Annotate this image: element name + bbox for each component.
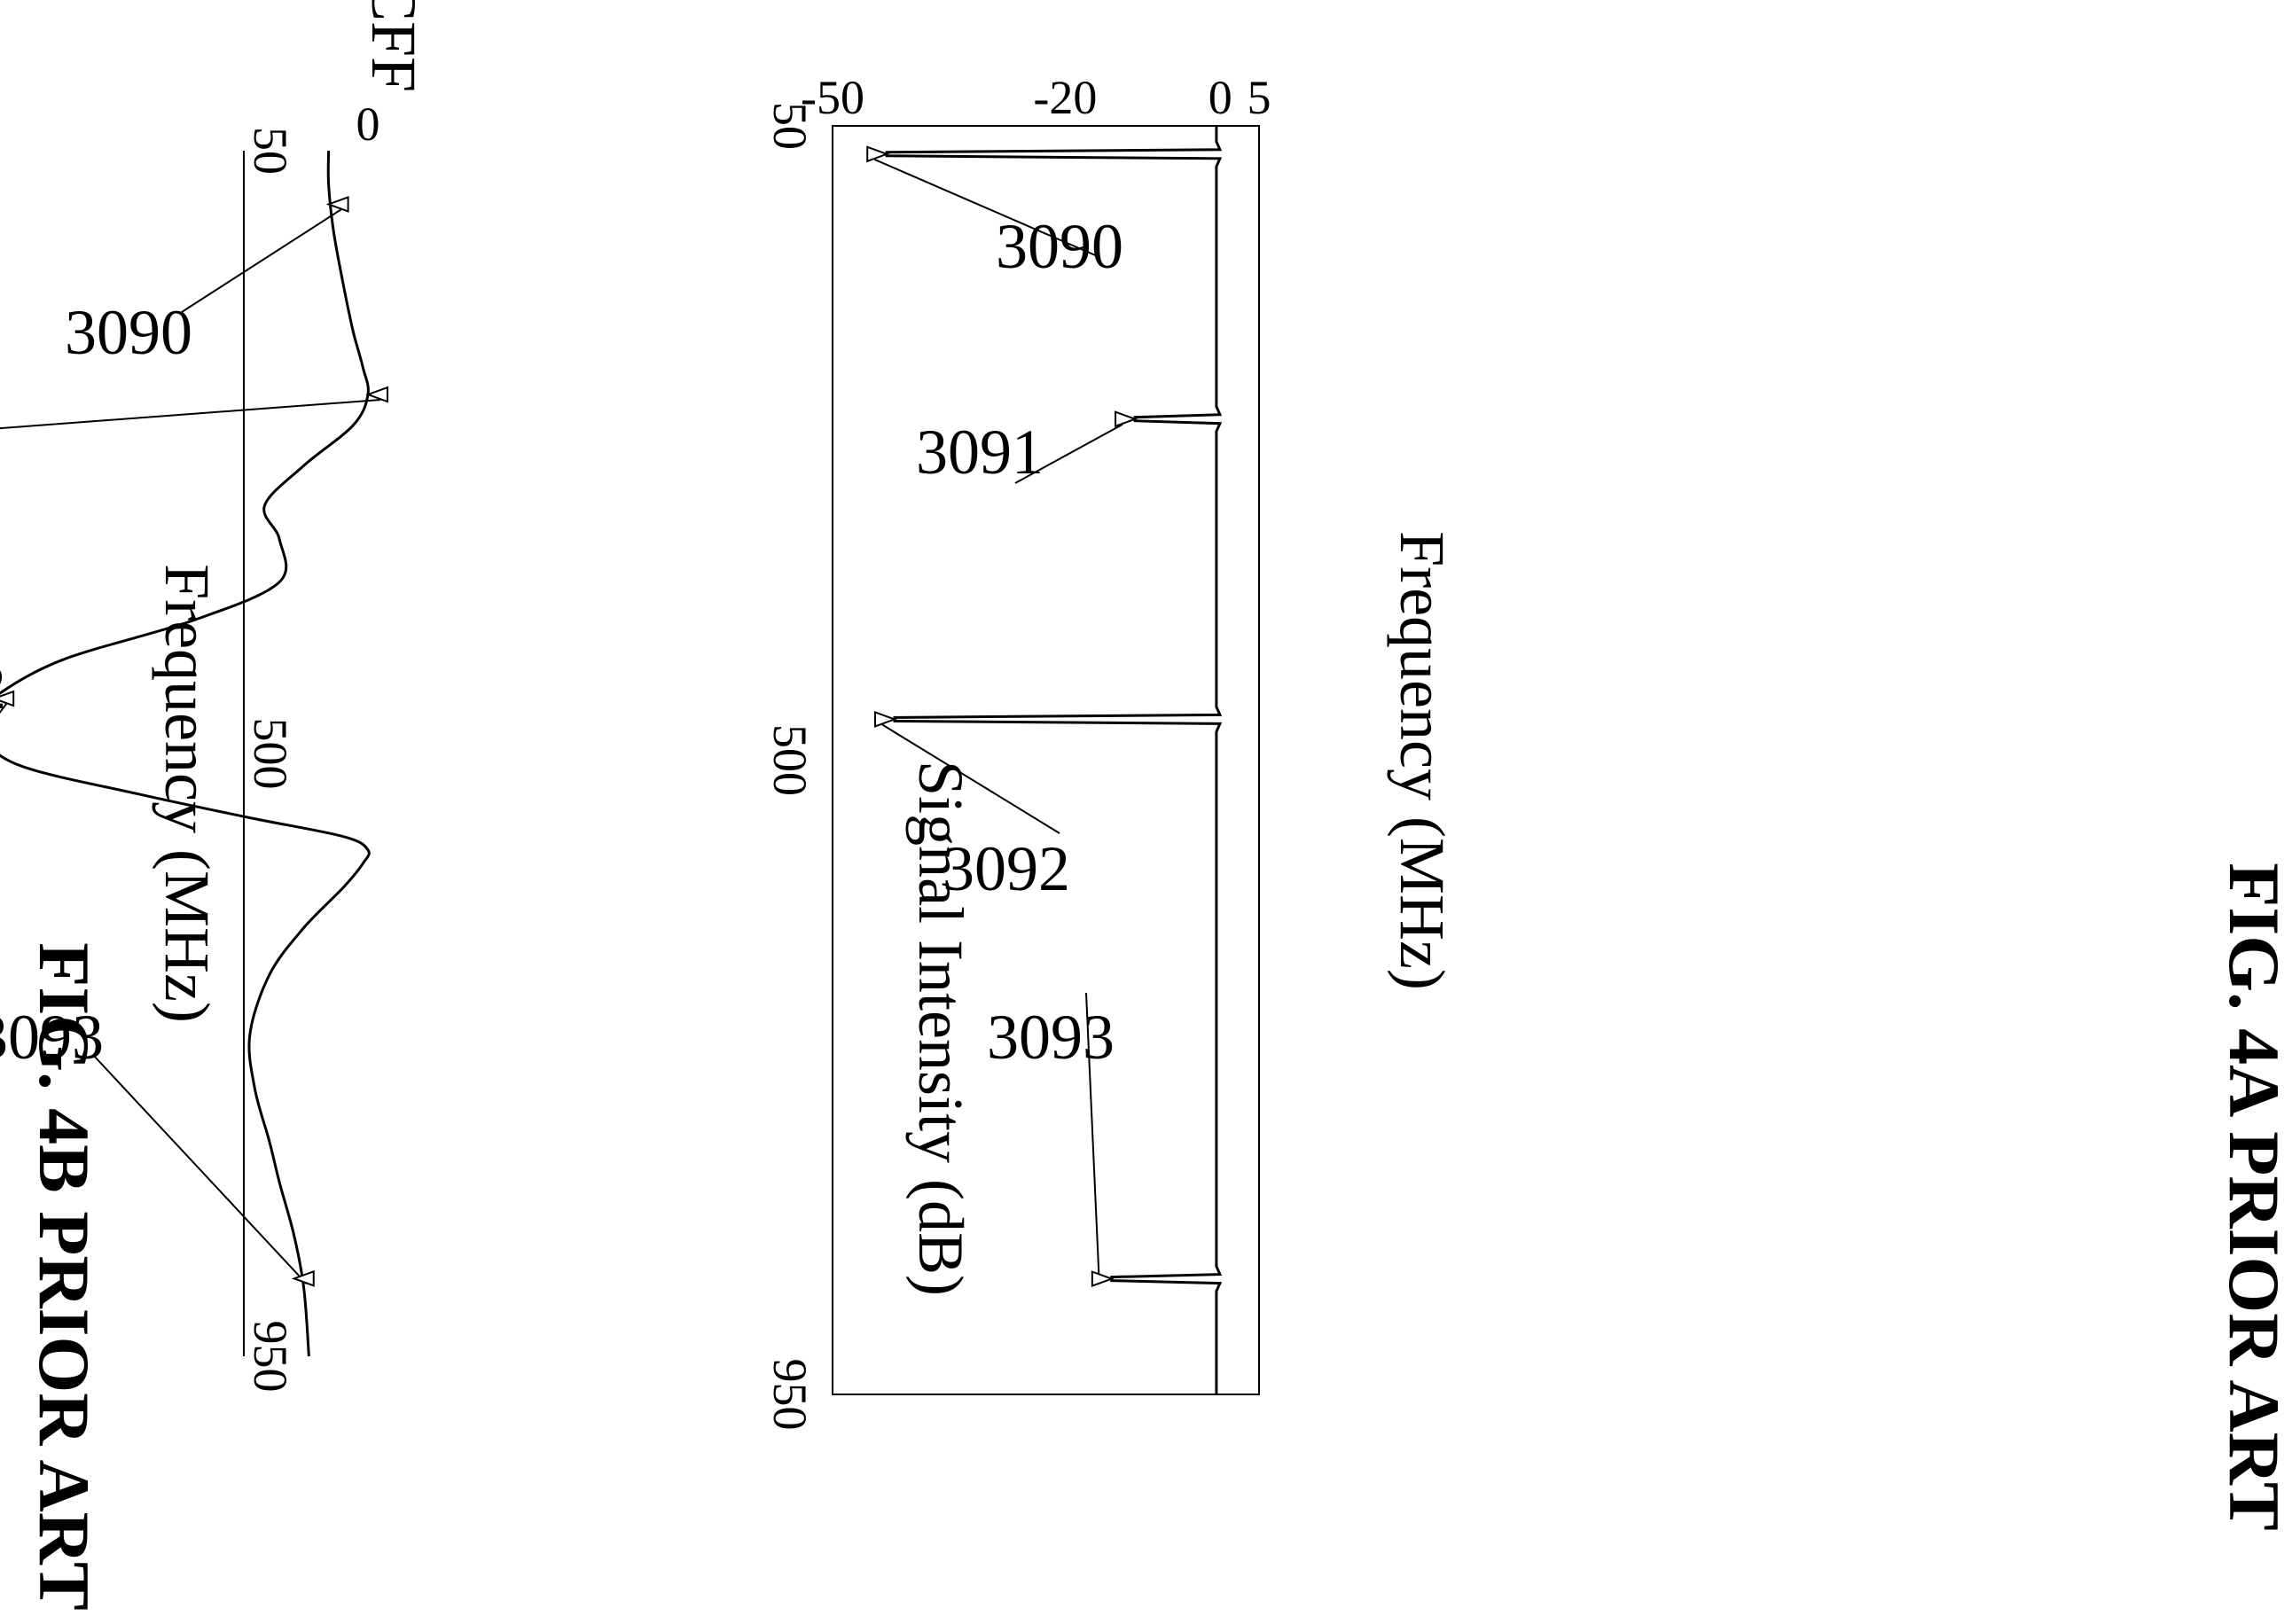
fig-4b-marker bbox=[291, 1269, 315, 1287]
chart-4b: FIG. 4B PRIOR ART CFF Frequency (MHz) 50… bbox=[0, 0, 429, 1611]
fig-4a-peak-marker bbox=[1091, 1270, 1115, 1288]
fig-4a-peak-ref: 3090 bbox=[996, 211, 1123, 282]
fig-4b-x-tick-label: 500 bbox=[244, 718, 297, 790]
fig-4a-x-tick-label: 50 bbox=[763, 102, 817, 150]
fig-4a-peak-marker bbox=[1115, 410, 1138, 428]
fig-4a-y-tick-label: 5 bbox=[1248, 71, 1271, 124]
fig-4b-leader-line bbox=[92, 1054, 308, 1285]
fig-4a-ylabel: Signal Intensity (dB) bbox=[905, 761, 976, 1296]
fig-4a-x-tick-label: 500 bbox=[763, 724, 817, 796]
fig-4a-y-tick-label: 0 bbox=[1209, 71, 1232, 124]
fig-4b-x-tick-label: 50 bbox=[244, 127, 297, 175]
fig-4a-x-tick-label: 950 bbox=[763, 1359, 817, 1431]
fig-4b-label: FIG. 4B PRIOR ART bbox=[24, 942, 105, 1610]
fig-4b-xlabel: Frequency (MHz) bbox=[152, 564, 223, 1023]
fig-4b-x-tick-label: 950 bbox=[244, 1321, 297, 1393]
fig-4a-y-ticks: -50 -20 0 5 bbox=[801, 71, 1271, 124]
fig-4a-x-ticks: 50 500 950 bbox=[763, 102, 817, 1431]
fig-4b-marker bbox=[325, 196, 349, 213]
fig-4a-peak-ref: 3093 bbox=[987, 1002, 1115, 1073]
fig-4b-y-ticks: 01 bbox=[356, 98, 380, 151]
chart-4a: FIG. 4A PRIOR ART Signal Intensity (dB) … bbox=[763, 71, 2292, 1531]
fig-4a-peak-ref: 3091 bbox=[916, 417, 1044, 488]
fig-4b-marker bbox=[365, 386, 388, 403]
fig-4a-peak-callouts: 3090 3091 3092 3093 bbox=[866, 145, 1138, 1288]
fig-4a-label: FIG. 4A PRIOR ART bbox=[2214, 863, 2292, 1530]
fig-4b-marker-ref: 3090 bbox=[65, 297, 192, 368]
fig-4a-y-tick-label: -20 bbox=[1033, 71, 1097, 124]
fig-4b-leader-line bbox=[0, 399, 381, 431]
fig-4a-spectrum-trace bbox=[885, 126, 1223, 1394]
fig-4b-leader-line bbox=[181, 208, 342, 313]
fig-4b-ylabel: CFF bbox=[358, 0, 429, 92]
fig-4b-marker bbox=[0, 690, 15, 707]
fig-4b-marker-ref: 3092 bbox=[0, 652, 6, 722]
fig-4b-marker-ref: 3093 bbox=[0, 1002, 104, 1073]
fig-4a-leader-line bbox=[873, 158, 1100, 258]
fig-4a-xlabel: Frequency (MHz) bbox=[1387, 531, 1458, 990]
fig-4b-x-ticks: 50 500 950 bbox=[244, 127, 297, 1393]
fig-4a-leader-line bbox=[1014, 423, 1123, 484]
fig-4b-cff-curve bbox=[0, 150, 371, 1357]
fig-4a-peak-ref: 3092 bbox=[943, 833, 1070, 904]
fig-4b-leader-line bbox=[0, 703, 7, 719]
fig-4b-y-tick-label: 0 bbox=[356, 98, 380, 151]
fig-4a-leader-line bbox=[881, 723, 1060, 834]
fig-4a-peak-marker bbox=[866, 145, 890, 163]
fig-4a-y-tick-label: -50 bbox=[801, 71, 864, 124]
fig-4a-peak-marker bbox=[873, 710, 897, 728]
fig-4a-leader-line bbox=[1085, 992, 1100, 1284]
fig-4a-plot-frame bbox=[832, 125, 1260, 1395]
